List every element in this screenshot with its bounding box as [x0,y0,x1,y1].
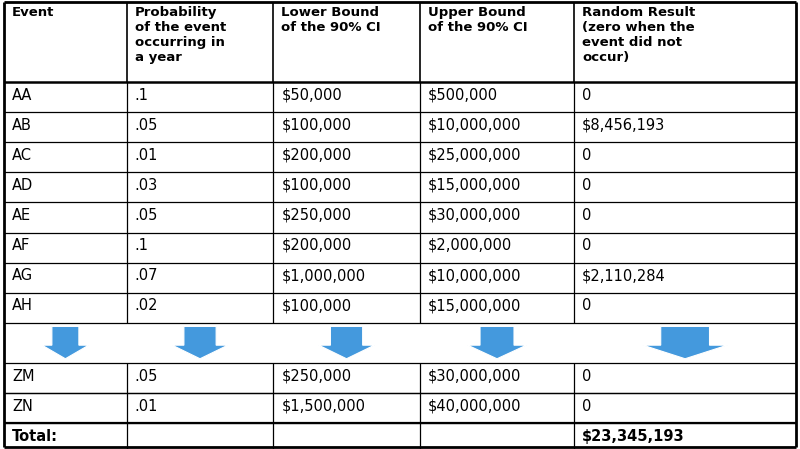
Polygon shape [42,326,89,359]
Text: 0: 0 [582,148,592,163]
Text: $200,000: $200,000 [282,238,351,253]
Polygon shape [172,326,228,359]
Text: AB: AB [12,118,32,132]
Text: AD: AD [12,178,34,193]
Text: $30,000,000: $30,000,000 [428,369,521,383]
Text: ZN: ZN [12,399,33,414]
Text: $250,000: $250,000 [282,369,351,383]
Text: $200,000: $200,000 [282,148,351,163]
Text: 0: 0 [582,208,592,223]
Text: $15,000,000: $15,000,000 [428,298,521,313]
Text: .01: .01 [134,399,158,414]
Text: .1: .1 [134,88,149,102]
Text: Random Result
(zero when the
event did not
occur): Random Result (zero when the event did n… [582,6,695,64]
Text: 0: 0 [582,178,592,193]
Text: .1: .1 [134,238,149,253]
Text: $100,000: $100,000 [282,298,351,313]
Text: .01: .01 [134,148,158,163]
Text: AA: AA [12,88,32,102]
Text: AF: AF [12,238,30,253]
Text: Event: Event [12,6,54,19]
Text: $40,000,000: $40,000,000 [428,399,522,414]
Text: $500,000: $500,000 [428,88,498,102]
Polygon shape [318,326,374,359]
Text: 0: 0 [582,88,592,102]
Text: AC: AC [12,148,32,163]
Text: $2,110,284: $2,110,284 [582,268,666,283]
Text: $250,000: $250,000 [282,208,351,223]
Polygon shape [643,326,727,359]
Text: $1,500,000: $1,500,000 [282,399,366,414]
Text: $23,345,193: $23,345,193 [582,429,685,444]
Text: $8,456,193: $8,456,193 [582,118,666,132]
Text: .05: .05 [134,208,158,223]
Text: AG: AG [12,268,33,283]
Text: $25,000,000: $25,000,000 [428,148,522,163]
Text: AE: AE [12,208,31,223]
Text: .05: .05 [134,118,158,132]
Text: 0: 0 [582,399,592,414]
Text: Probability
of the event
occurring in
a year: Probability of the event occurring in a … [134,6,226,64]
Text: 0: 0 [582,298,592,313]
Text: .02: .02 [134,298,158,313]
Text: $50,000: $50,000 [282,88,342,102]
Text: .03: .03 [134,178,158,193]
Text: $10,000,000: $10,000,000 [428,268,522,283]
Text: ZM: ZM [12,369,34,383]
Text: Total:: Total: [12,429,58,444]
Text: 0: 0 [582,369,592,383]
Text: $2,000,000: $2,000,000 [428,238,512,253]
Text: .05: .05 [134,369,158,383]
Text: 0: 0 [582,238,592,253]
Polygon shape [468,326,526,359]
Text: Upper Bound
of the 90% CI: Upper Bound of the 90% CI [428,6,527,34]
Text: $10,000,000: $10,000,000 [428,118,522,132]
Text: $100,000: $100,000 [282,118,351,132]
Text: .07: .07 [134,268,158,283]
Text: Lower Bound
of the 90% CI: Lower Bound of the 90% CI [282,6,381,34]
Text: $1,000,000: $1,000,000 [282,268,366,283]
Text: AH: AH [12,298,33,313]
Text: $15,000,000: $15,000,000 [428,178,521,193]
Text: $100,000: $100,000 [282,178,351,193]
Text: $30,000,000: $30,000,000 [428,208,521,223]
